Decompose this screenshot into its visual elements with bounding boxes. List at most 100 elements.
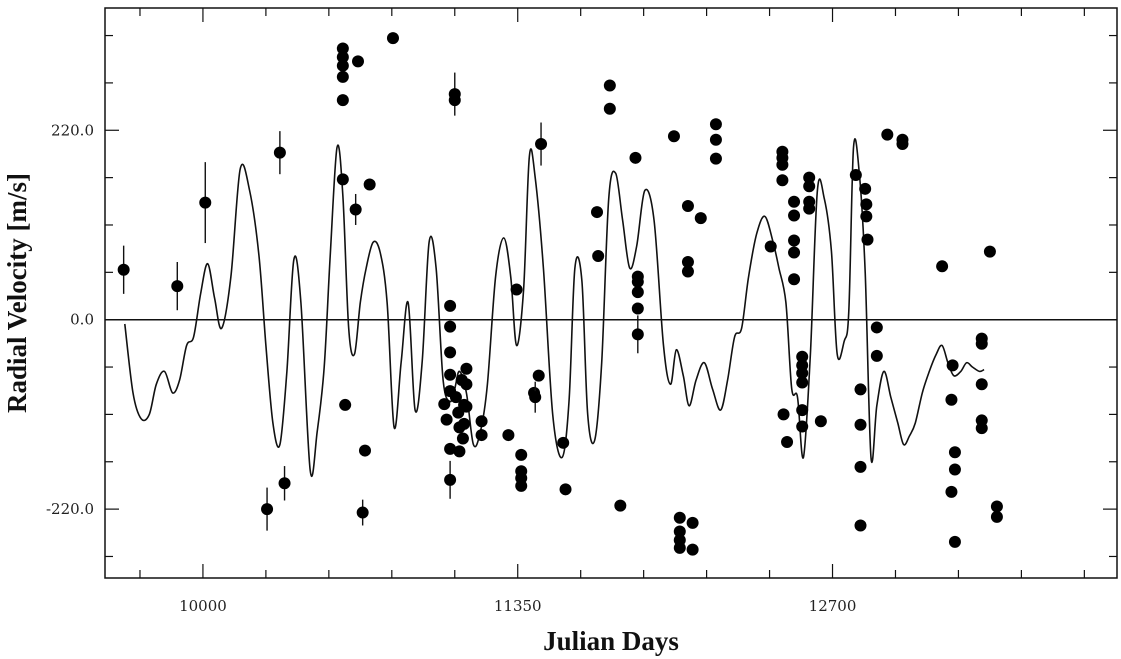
data-point — [870, 349, 883, 362]
y-tick-label: 220.0 — [51, 121, 94, 139]
data-point — [629, 151, 642, 164]
data-point — [510, 283, 523, 296]
data-point — [814, 415, 827, 428]
data-point — [444, 320, 457, 333]
data-point — [861, 233, 874, 246]
data-point — [673, 525, 686, 538]
data-point — [764, 240, 777, 253]
data-point — [603, 79, 616, 92]
data-point — [788, 273, 801, 286]
data-point — [557, 436, 570, 449]
data-point — [854, 418, 867, 431]
data-point — [948, 535, 961, 548]
data-point — [975, 337, 988, 350]
data-point — [673, 511, 686, 524]
data-point — [117, 263, 130, 276]
data-point — [502, 429, 515, 442]
data-point — [532, 369, 545, 382]
data-point — [870, 321, 883, 334]
data-point — [386, 32, 399, 45]
data-point — [603, 102, 616, 115]
data-point — [803, 202, 816, 215]
data-point — [349, 203, 362, 216]
data-point — [796, 376, 809, 389]
data-point — [946, 359, 959, 372]
data-point — [776, 158, 789, 171]
data-point — [796, 404, 809, 417]
data-point — [261, 503, 274, 516]
data-point — [686, 516, 699, 529]
data-point — [849, 169, 862, 182]
data-point — [781, 435, 794, 448]
data-point — [631, 275, 644, 288]
data-point — [529, 391, 542, 404]
y-tick-label: -220.0 — [46, 500, 94, 518]
data-point — [336, 173, 349, 186]
data-point — [358, 444, 371, 457]
data-point — [796, 420, 809, 433]
data-point — [363, 178, 376, 191]
data-point — [460, 400, 473, 413]
data-point — [881, 128, 894, 141]
data-point — [788, 234, 801, 247]
data-point — [796, 350, 809, 363]
data-point — [458, 417, 471, 430]
data-point — [776, 174, 789, 187]
data-point — [803, 180, 816, 193]
y-axis-title: Radial Velocity [m/s] — [2, 173, 32, 413]
data-point — [448, 94, 461, 107]
data-point — [559, 483, 572, 496]
data-point — [854, 460, 867, 473]
data-point — [975, 378, 988, 391]
x-tick-label: 11350 — [494, 597, 542, 615]
plot-frame — [104, 7, 1118, 579]
data-point — [444, 299, 457, 312]
data-point — [440, 413, 453, 426]
data-point — [336, 42, 349, 55]
data-point — [278, 477, 291, 490]
data-point — [788, 209, 801, 222]
data-point — [449, 391, 462, 404]
data-point — [336, 94, 349, 107]
data-point — [936, 260, 949, 273]
data-point — [667, 130, 680, 143]
data-points — [117, 32, 1003, 556]
data-point — [859, 182, 872, 195]
data-point — [777, 408, 790, 421]
data-point — [681, 200, 694, 213]
data-point — [945, 393, 958, 406]
data-point — [673, 541, 686, 554]
data-point — [591, 206, 604, 219]
data-point — [896, 138, 909, 151]
data-point — [709, 152, 722, 165]
data-point — [854, 383, 867, 396]
data-point — [681, 265, 694, 278]
data-point — [199, 196, 212, 209]
data-point — [796, 367, 809, 380]
data-point — [336, 51, 349, 64]
data-point — [854, 519, 867, 532]
data-point — [444, 346, 457, 359]
data-point — [535, 138, 548, 151]
data-point — [709, 133, 722, 146]
data-point — [948, 446, 961, 459]
data-point — [515, 448, 528, 461]
data-point — [456, 432, 469, 445]
data-point — [990, 510, 1003, 523]
data-point — [592, 249, 605, 262]
data-point — [444, 473, 457, 486]
data-point — [614, 499, 627, 512]
data-point — [475, 415, 488, 428]
data-point — [990, 500, 1003, 513]
data-point — [686, 543, 699, 556]
tick-labels: 10000 11350 12700 220.0 0.0 -220.0 — [46, 121, 856, 615]
data-point — [356, 506, 369, 519]
data-point — [515, 479, 528, 492]
data-point — [453, 445, 466, 458]
axis-ticks — [105, 8, 1117, 578]
data-point — [788, 246, 801, 259]
data-point — [352, 55, 364, 68]
data-point — [983, 245, 996, 258]
data-point — [803, 171, 816, 184]
